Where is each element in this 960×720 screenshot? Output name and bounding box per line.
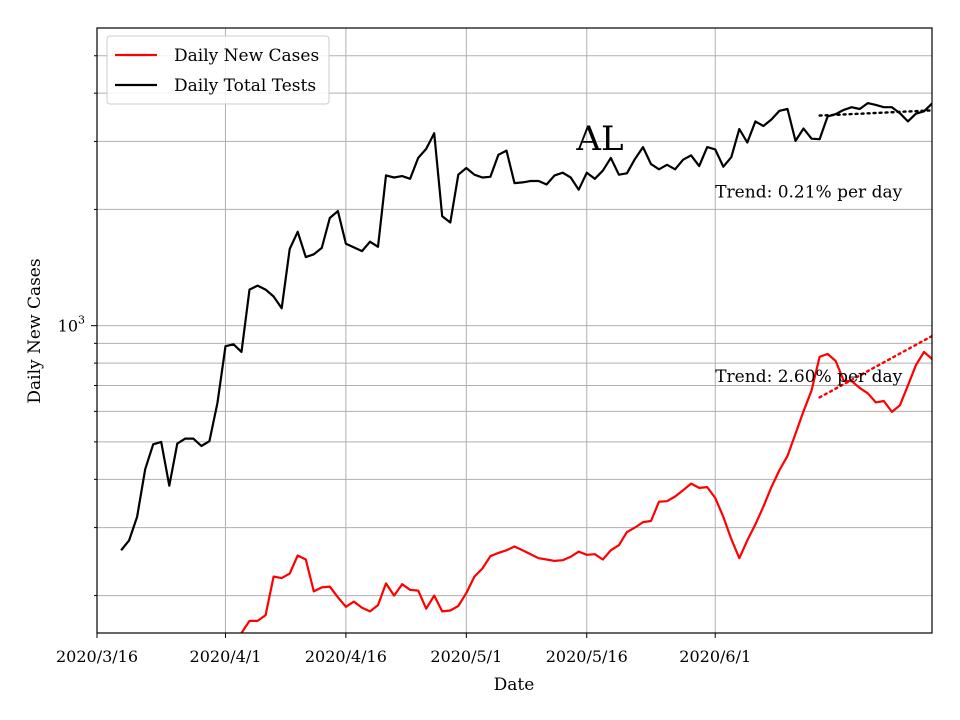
x-tick-label: 2020/5/1 — [430, 647, 502, 666]
y-tick-label: 103 — [58, 314, 85, 336]
annotations: Trend: 0.21% per day Trend: 2.60% per day — [715, 182, 902, 387]
y-axis-label: Daily New Cases — [25, 258, 45, 403]
ticks: 2020/3/16 2020/4/1 2020/4/16 2020/5/1 2020/5… — [56, 55, 751, 666]
trend-line-daily-total-tests — [818, 109, 932, 117]
trend-lines — [818, 109, 932, 399]
trend-annotation: Trend: 2.60% per day — [715, 367, 902, 387]
legend-label-daily-total-tests: Daily Total Tests — [174, 76, 316, 96]
grid — [97, 28, 932, 633]
series-line-daily-total-tests — [120, 102, 932, 551]
chart-title: AL — [575, 119, 623, 159]
plot-frame — [96, 27, 933, 634]
x-tick-label: 2020/3/16 — [56, 647, 138, 666]
x-tick-label: 2020/6/1 — [679, 647, 751, 666]
legend: Daily New Cases Daily Total Tests — [106, 35, 330, 105]
series-line-daily-new-cases — [240, 350, 932, 633]
legend-box — [106, 35, 330, 105]
x-axis-label: Date — [494, 675, 535, 695]
x-tick-label: 2020/4/16 — [305, 647, 387, 666]
legend-label-daily-new-cases: Daily New Cases — [174, 46, 319, 66]
trend-annotation: Trend: 0.21% per day — [715, 182, 902, 202]
x-tick-label: 2020/5/16 — [546, 647, 628, 666]
series-layer — [120, 102, 932, 633]
x-tick-label: 2020/4/1 — [190, 647, 262, 666]
